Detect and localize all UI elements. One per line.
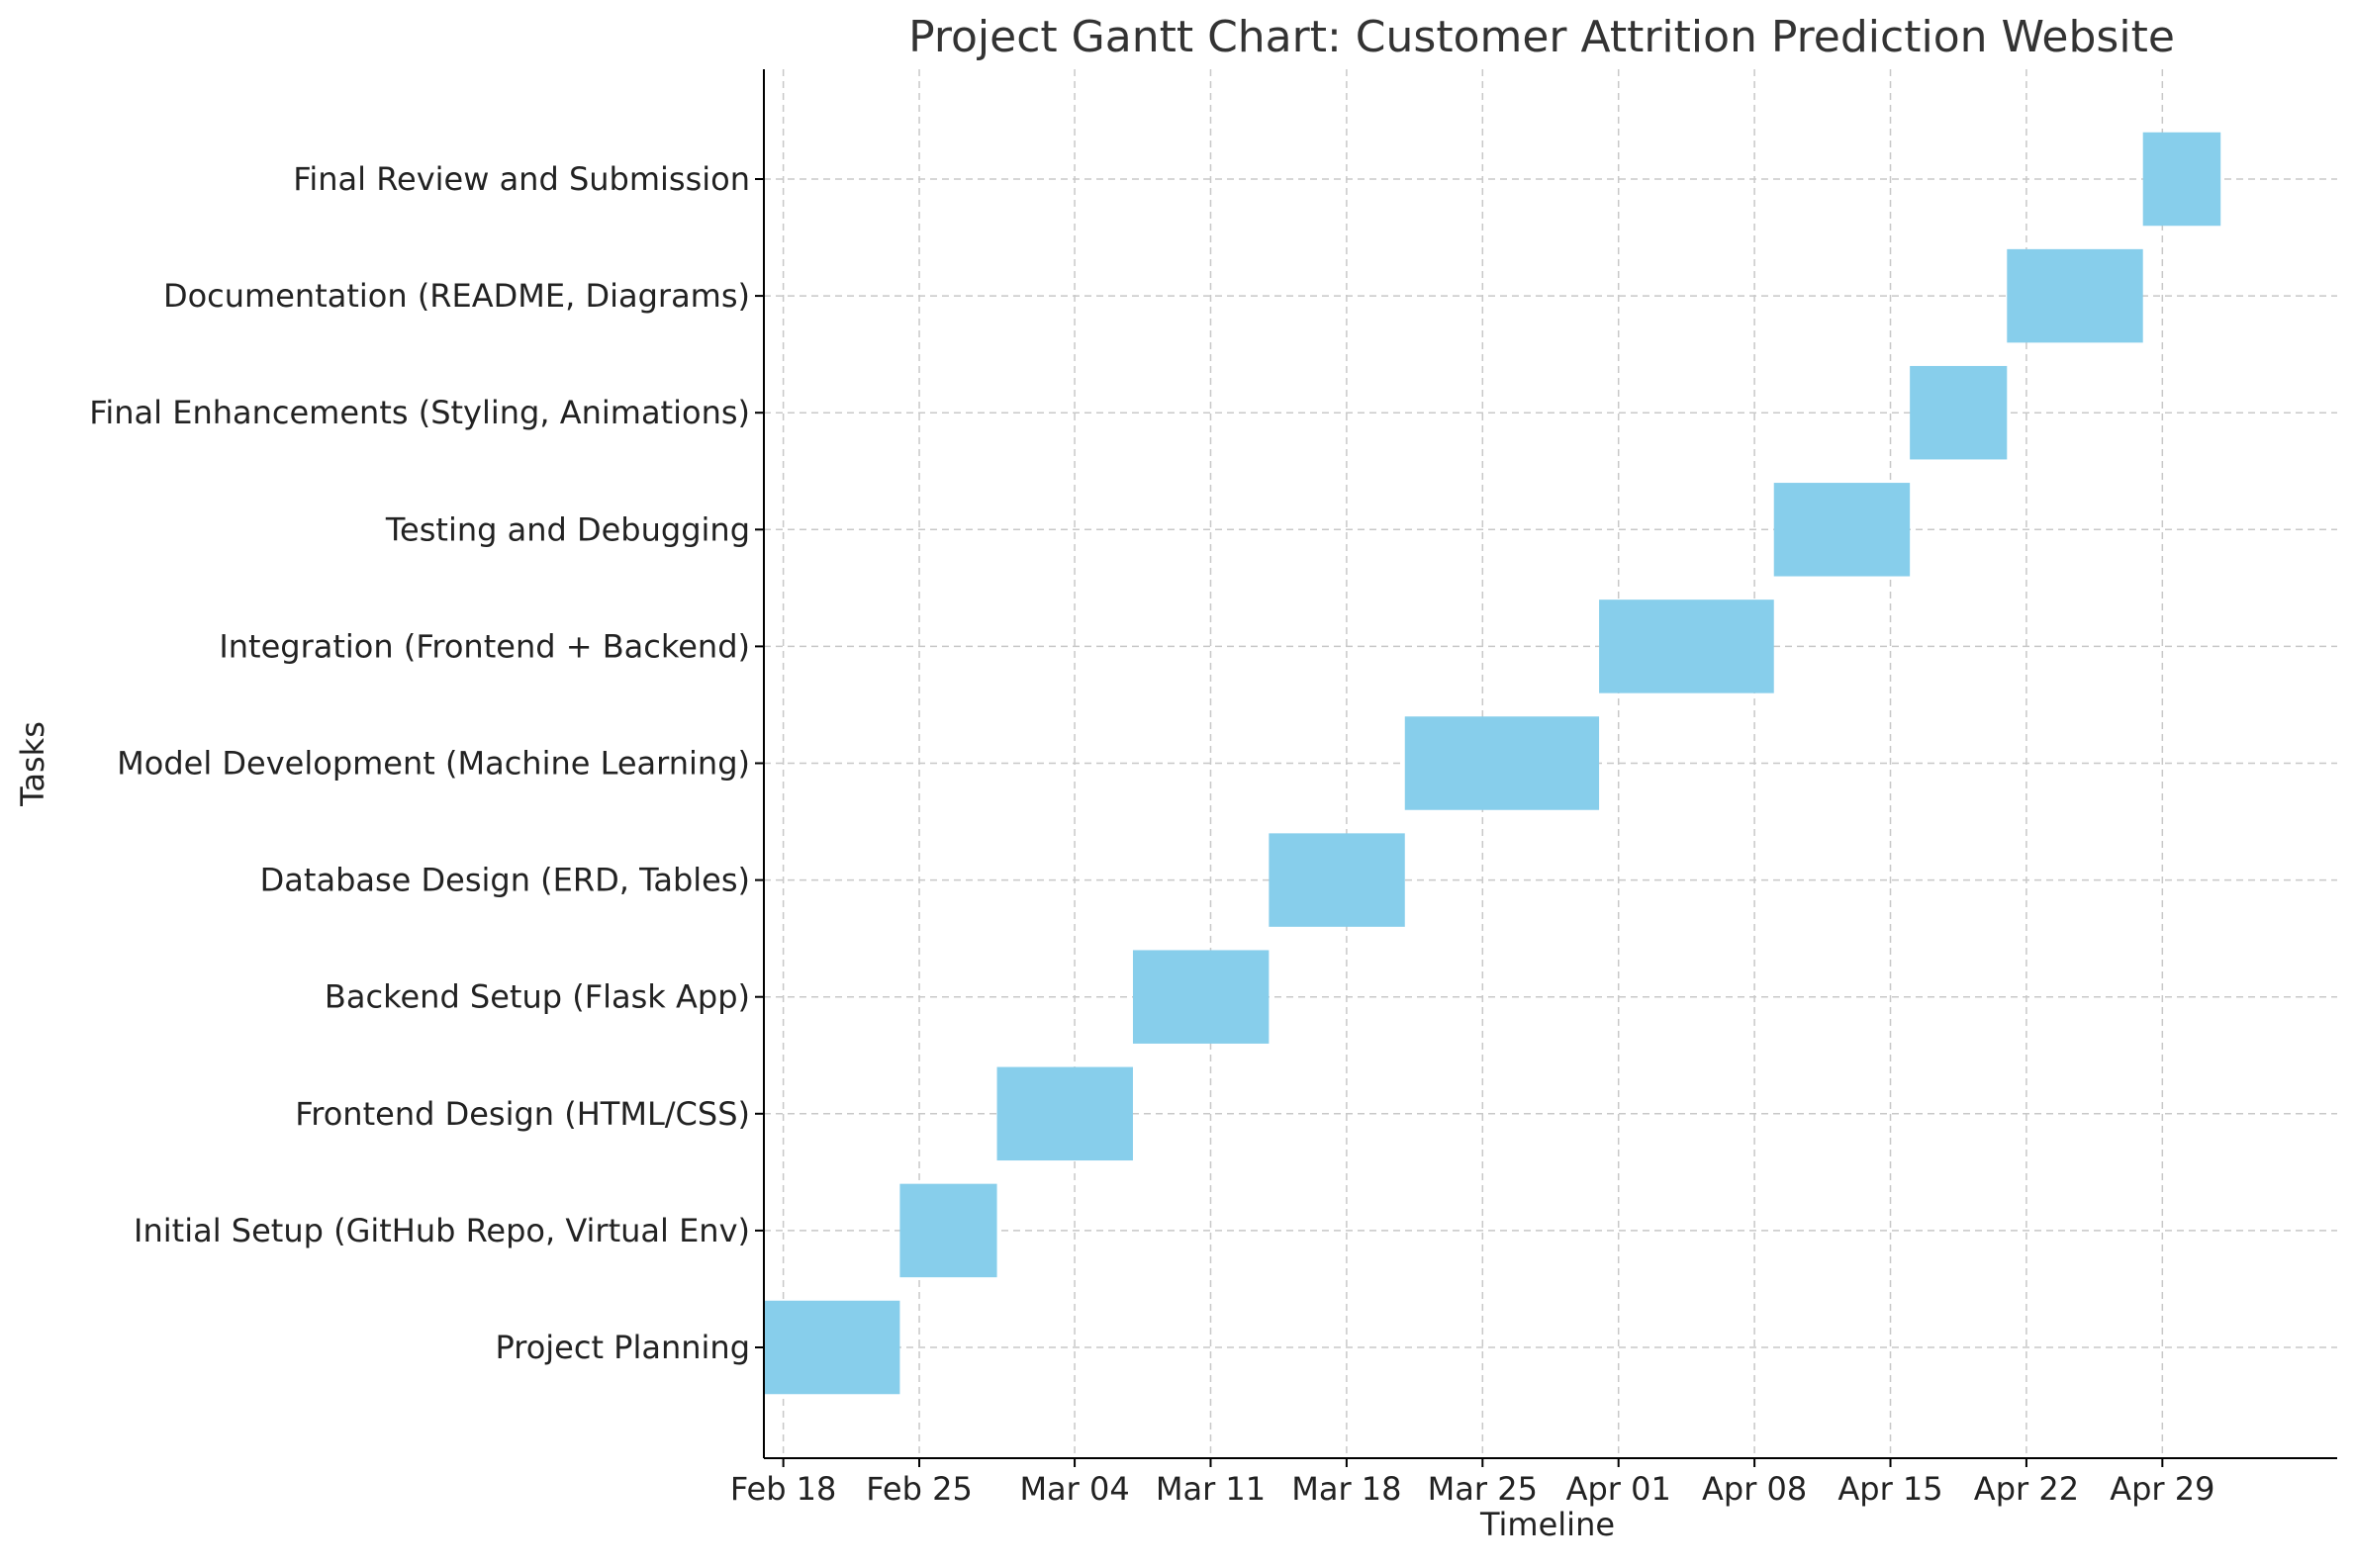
task-bar (764, 1300, 900, 1395)
x-tick-label: Apr 29 (2110, 1470, 2214, 1508)
x-tick-label: Feb 25 (866, 1470, 973, 1508)
grid-layer (764, 69, 2337, 1458)
task-bar (1773, 483, 1911, 577)
task-label: Model Development (Machine Learning) (117, 745, 750, 783)
task-label: Testing and Debugging (385, 510, 750, 548)
x-axis-label: Timeline (1479, 1506, 1615, 1543)
task-label: Documentation (README, Diagrams) (163, 277, 750, 315)
task-bar (2007, 248, 2143, 343)
y-axis-label: Tasks (14, 721, 51, 807)
x-tick-label: Apr 15 (1837, 1470, 1942, 1508)
task-label: Database Design (ERD, Tables) (260, 862, 750, 899)
task-bar (996, 1066, 1133, 1161)
task-bar (2142, 132, 2221, 227)
task-bar (1404, 716, 1600, 810)
task-label: Final Enhancements (Styling, Animations) (89, 394, 750, 431)
y-tick-layer: Project Planning Initial Setup (GitHub Re… (89, 160, 764, 1366)
task-label: Frontend Design (HTML/CSS) (295, 1095, 750, 1133)
x-tick-label: Apr 08 (1702, 1470, 1807, 1508)
task-bar (1132, 950, 1270, 1044)
x-tick-label: Feb 18 (730, 1470, 837, 1508)
task-label: Project Planning (496, 1329, 751, 1366)
task-bar (899, 1183, 997, 1278)
task-bar (1910, 365, 2008, 460)
task-bar (1269, 833, 1405, 927)
task-label: Backend Setup (Flask App) (325, 978, 750, 1016)
task-label: Integration (Frontend + Backend) (219, 627, 750, 665)
chart-title: Project Gantt Chart: Customer Attrition … (908, 12, 2175, 62)
x-tick-label: Mar 11 (1156, 1470, 1266, 1508)
bar-layer (764, 132, 2221, 1395)
x-tick-label: Mar 25 (1428, 1470, 1538, 1508)
x-tick-layer: Feb 18 Feb 25 Mar 04 Mar 11 Mar 18 Mar 25 Apr … (730, 1458, 2214, 1508)
x-tick-label: Mar 04 (1019, 1470, 1129, 1508)
x-tick-label: Apr 01 (1566, 1470, 1671, 1508)
task-label: Final Review and Submission (293, 160, 750, 198)
task-label: Initial Setup (GitHub Repo, Virtual Env) (134, 1212, 750, 1249)
x-tick-label: Mar 18 (1291, 1470, 1401, 1508)
task-bar (1599, 600, 1774, 693)
x-tick-label: Apr 22 (1974, 1470, 2079, 1508)
